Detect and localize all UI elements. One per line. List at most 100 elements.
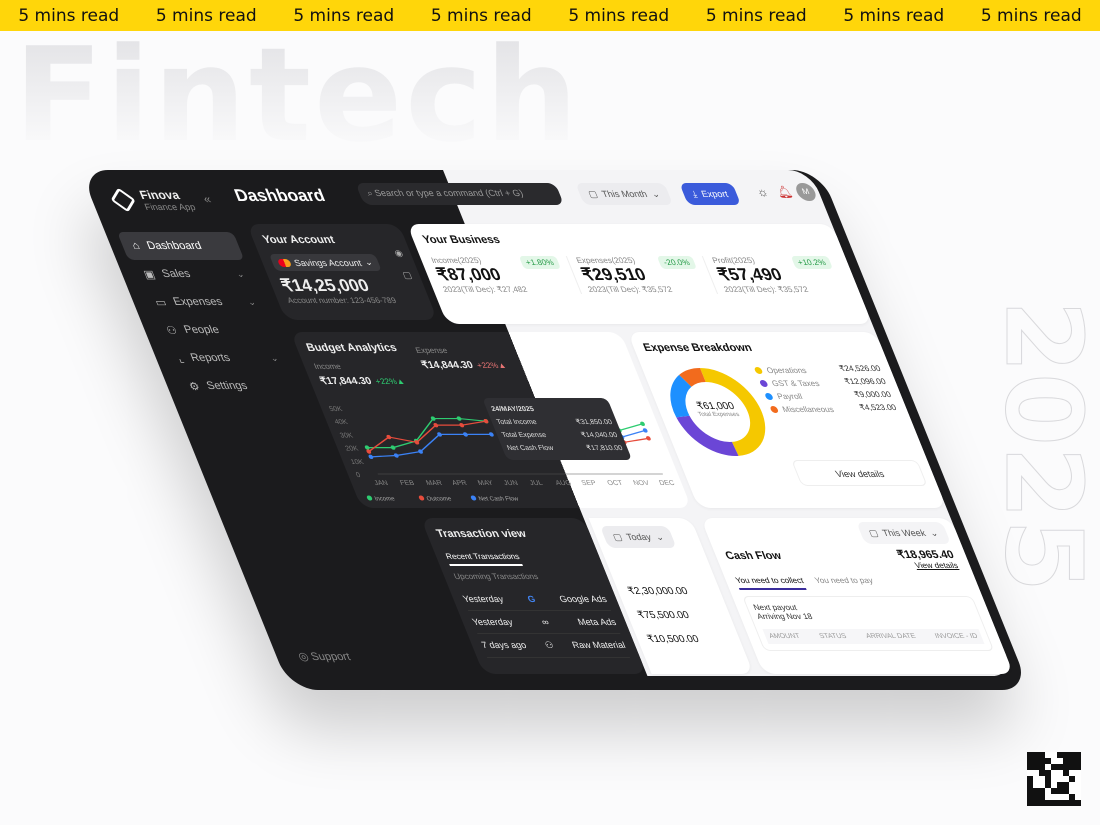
qr-module <box>1075 782 1081 788</box>
qr-code[interactable] <box>1027 752 1081 806</box>
legend-swatch <box>470 495 477 501</box>
qr-module <box>1075 770 1081 776</box>
sidebar-item-label: Expenses <box>171 296 225 308</box>
people-icon: ⚇ <box>543 640 556 650</box>
chevron-down-icon: ⌄ <box>268 352 280 363</box>
transaction-amount: ₹75,500.00 <box>635 610 692 621</box>
collapse-sidebar-icon[interactable]: « <box>200 192 214 206</box>
export-button[interactable]: ⤓ Export <box>679 183 742 205</box>
legend-label: Outcome <box>426 496 454 503</box>
transaction-filter-select[interactable]: ▢ Today ⌄ <box>599 526 677 548</box>
sidebar-item-people[interactable]: ⚇ People <box>151 316 278 344</box>
wallet-icon: ▭ <box>153 296 169 309</box>
qr-module <box>1039 788 1045 794</box>
payout-info: Next payout Arriving Nov 18 AMOUNT STATUS A… <box>742 596 995 651</box>
qr-module <box>1051 752 1057 758</box>
transaction-name: Raw Material <box>570 640 627 650</box>
transaction-row[interactable]: Yesterday ∞ Meta Ads <box>468 611 621 634</box>
qr-module <box>1027 794 1033 800</box>
account-type-select[interactable]: Savings Account ⌄ <box>268 254 382 271</box>
period-label: This Month <box>600 189 649 199</box>
finova-logo-icon <box>110 187 136 213</box>
sidebar-item-reports[interactable]: ⌞ Reports ⌄ <box>162 344 289 372</box>
filter-label: This Week <box>880 528 928 538</box>
qr-module <box>1045 752 1051 758</box>
support-link[interactable]: ◎ Support <box>296 650 352 663</box>
legend-label: GST & Taxes <box>770 379 821 388</box>
transaction-amount: ₹2,30,000.00 <box>626 586 690 597</box>
donut-legend: Operations GST & Taxes Payroll Miscellan… <box>752 364 836 416</box>
cashflow-filter-select[interactable]: ▢ This Week ⌄ <box>855 522 952 544</box>
y-tick-label: 0 <box>354 470 361 479</box>
column-header: INVOICE - ID <box>934 633 979 640</box>
series-line <box>370 433 492 458</box>
qr-module <box>1045 782 1051 788</box>
transaction-date: 7 days ago <box>479 640 528 650</box>
view-details-link[interactable]: View details <box>913 561 960 570</box>
home-icon: ⌂ <box>130 240 142 252</box>
tooltip-label: Total Expense <box>500 432 548 439</box>
transaction-row[interactable]: Yesterday G Google Ads <box>458 588 612 611</box>
data-point <box>488 432 494 437</box>
y-tick-label: 30K <box>338 431 354 440</box>
sidebar-item-label: People <box>182 324 222 336</box>
x-tick-label: MAR <box>424 478 443 487</box>
period-select[interactable]: ▢ This Month ⌄ <box>575 183 673 205</box>
transaction-row[interactable]: 7 days ago ⚇ Raw Material <box>477 634 631 658</box>
eye-icon[interactable]: ◉ <box>392 248 405 258</box>
x-tick-label: DEC <box>658 478 676 487</box>
qr-module <box>1027 788 1033 794</box>
logo: Finova Finance App <box>107 187 197 213</box>
app-name: Finova <box>137 188 182 202</box>
qr-module <box>1033 800 1039 806</box>
read-time-banner: 5 mins read 5 mins read 5 mins read 5 mins … <box>0 0 1100 31</box>
qr-module <box>1027 752 1033 758</box>
qr-module <box>1033 764 1039 770</box>
tab-recent-transactions[interactable]: Recent Transactions <box>444 552 523 566</box>
amount-list: ₹2,30,000.00 ₹75,500.00 ₹10,500.00 <box>624 580 735 652</box>
sidebar-item-settings[interactable]: ⚙ Settings <box>174 372 301 400</box>
sidebar-item-dashboard[interactable]: ⌂ Dashboard <box>117 232 245 260</box>
series-line <box>368 420 487 453</box>
qr-module <box>1033 776 1039 782</box>
account-balance: ₹14,25,000 <box>277 275 372 295</box>
y-tick-label: 50K <box>328 404 344 413</box>
qr-module <box>1057 752 1063 758</box>
tab-collect[interactable]: You need to collect <box>734 576 808 590</box>
tooltip-date: 24/MAY/2025 <box>490 406 536 413</box>
donut-slice <box>670 374 692 418</box>
qr-module <box>1039 776 1045 782</box>
qr-module <box>1057 800 1063 806</box>
sidebar-item-label: Dashboard <box>144 240 204 252</box>
legend-swatch <box>753 367 764 374</box>
mastercard-icon <box>276 258 292 267</box>
qr-module <box>1045 788 1051 794</box>
qr-module <box>1039 800 1045 806</box>
qr-module <box>1051 758 1057 764</box>
x-tick-label: FEB <box>398 478 415 487</box>
legend-value: ₹12,096.00 <box>842 377 888 386</box>
tooltip-row: Total Income ₹31,850.00 <box>494 416 614 429</box>
qr-module <box>1051 770 1057 776</box>
tab-pay[interactable]: You need to pay <box>813 576 875 585</box>
transaction-name: Meta Ads <box>576 617 618 627</box>
sidebar-item-sales[interactable]: ▣ Sales ⌄ <box>128 260 255 288</box>
tab-upcoming-transactions[interactable]: Upcoming Transactions <box>452 572 540 581</box>
transaction-date: Yesterday <box>461 594 506 604</box>
search-input[interactable]: ⌕ Search or type a command (Ctrl + G) <box>355 183 565 205</box>
legend-label: Operations <box>765 366 808 375</box>
qr-module <box>1063 764 1069 770</box>
stat-prev: 2023(Till Dec): ₹27,482 <box>441 285 529 294</box>
sidebar-item-label: Settings <box>204 380 250 392</box>
x-tick-label: AUG <box>554 478 573 487</box>
qr-module <box>1063 752 1069 758</box>
qr-module <box>1045 800 1051 806</box>
tooltip-value: ₹17,810.00 <box>585 445 624 452</box>
banner-text: 5 mins read <box>155 5 257 26</box>
sidebar-item-expenses[interactable]: ▭ Expenses ⌄ <box>140 288 267 316</box>
view-details-button[interactable]: View details <box>791 460 928 486</box>
x-tick-label: OCT <box>606 478 625 487</box>
qr-module <box>1027 764 1033 770</box>
transaction-date: Yesterday <box>470 617 515 627</box>
qr-module <box>1039 770 1045 776</box>
